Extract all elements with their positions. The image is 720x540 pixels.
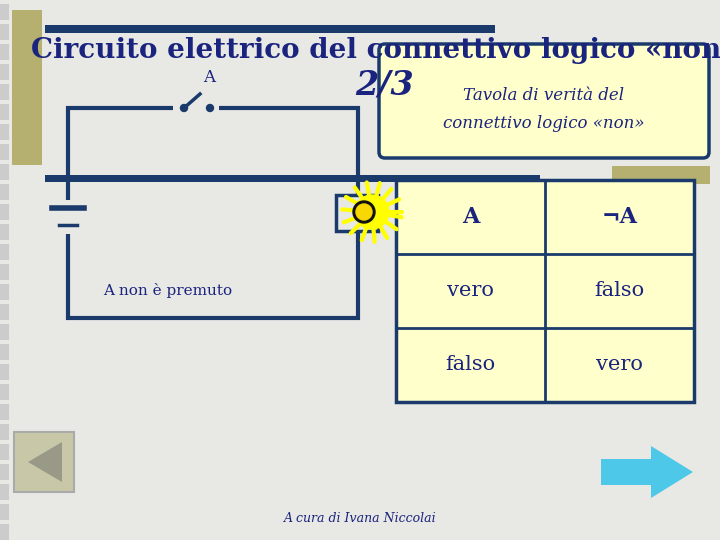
Bar bbox=[0, 404, 9, 420]
Text: Circuito elettrico del connettivo logico «non»: Circuito elettrico del connettivo logico… bbox=[31, 37, 720, 64]
Circle shape bbox=[356, 204, 372, 220]
Text: A: A bbox=[462, 206, 480, 228]
Bar bbox=[0, 204, 9, 220]
Polygon shape bbox=[28, 442, 62, 482]
Bar bbox=[0, 504, 9, 520]
Bar bbox=[173, 99, 219, 114]
Bar bbox=[45, 175, 540, 182]
Text: falso: falso bbox=[595, 281, 644, 300]
Circle shape bbox=[353, 201, 375, 223]
Text: A non è premuto: A non è premuto bbox=[104, 282, 233, 298]
Text: falso: falso bbox=[446, 355, 495, 375]
Bar bbox=[0, 344, 9, 360]
Bar bbox=[0, 44, 9, 60]
Bar bbox=[0, 264, 9, 280]
Bar bbox=[0, 144, 9, 160]
Bar bbox=[0, 64, 9, 80]
Bar bbox=[0, 4, 9, 20]
Text: Tavola di verità del: Tavola di verità del bbox=[464, 87, 624, 105]
Bar bbox=[0, 444, 9, 460]
Bar bbox=[0, 484, 9, 500]
Bar bbox=[50, 200, 88, 234]
Bar bbox=[68, 108, 358, 318]
Bar bbox=[0, 24, 9, 40]
Text: A cura di Ivana Niccolai: A cura di Ivana Niccolai bbox=[284, 511, 436, 524]
Bar bbox=[612, 166, 710, 184]
Bar bbox=[0, 324, 9, 340]
Bar bbox=[0, 224, 9, 240]
Bar bbox=[0, 384, 9, 400]
Bar bbox=[396, 180, 694, 402]
Text: A: A bbox=[203, 69, 215, 86]
Polygon shape bbox=[601, 446, 693, 498]
Text: connettivo logico «non»: connettivo logico «non» bbox=[444, 116, 644, 132]
Bar bbox=[14, 432, 74, 492]
Bar bbox=[0, 284, 9, 300]
Bar bbox=[45, 25, 495, 33]
Bar bbox=[0, 464, 9, 480]
Bar bbox=[0, 364, 9, 380]
Bar bbox=[0, 124, 9, 140]
Text: vero: vero bbox=[447, 281, 494, 300]
Bar bbox=[12, 10, 42, 165]
Bar bbox=[0, 84, 9, 100]
Bar bbox=[0, 244, 9, 260]
Text: ¬A: ¬A bbox=[601, 206, 637, 228]
Circle shape bbox=[181, 105, 187, 111]
Circle shape bbox=[207, 105, 214, 111]
Bar bbox=[0, 424, 9, 440]
Bar bbox=[336, 195, 378, 231]
Text: 2/3: 2/3 bbox=[356, 69, 415, 102]
Bar bbox=[0, 184, 9, 200]
Bar bbox=[0, 524, 9, 540]
Bar bbox=[0, 164, 9, 180]
Circle shape bbox=[355, 195, 389, 229]
Bar bbox=[0, 104, 9, 120]
Bar bbox=[0, 304, 9, 320]
FancyBboxPatch shape bbox=[379, 44, 709, 158]
Text: vero: vero bbox=[596, 355, 643, 375]
